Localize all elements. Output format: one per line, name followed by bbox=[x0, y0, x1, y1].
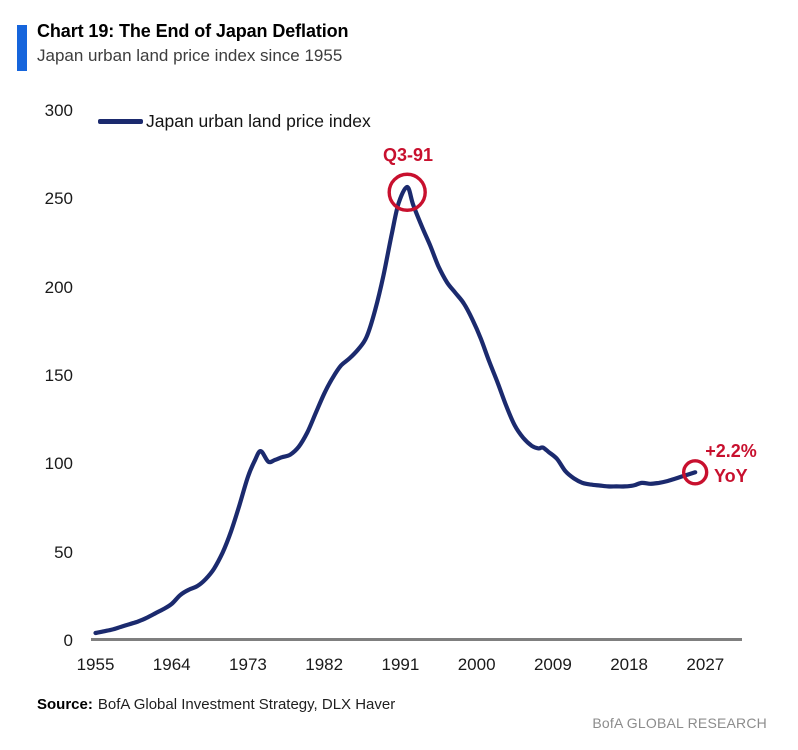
page-title: Chart 19: The End of Japan Deflation bbox=[37, 21, 349, 41]
page-subtitle: Japan urban land price index since 1955 bbox=[37, 46, 343, 65]
price-index-line bbox=[93, 184, 698, 636]
x-tick-label: 1964 bbox=[152, 655, 191, 674]
legend-line-swatch bbox=[98, 119, 143, 124]
end-annotation-percent: +2.2% bbox=[705, 441, 757, 461]
accent-bar bbox=[17, 25, 27, 71]
y-tick-label: 200 bbox=[44, 277, 73, 297]
y-tick-label: 0 bbox=[63, 631, 73, 650]
legend-label: Japan urban land price index bbox=[146, 111, 371, 131]
end-circle-annotation bbox=[681, 459, 709, 486]
y-tick-label: 50 bbox=[54, 542, 73, 562]
source-line: Source: BofA Global Investment Strategy, … bbox=[37, 696, 395, 713]
x-tick-label: 2009 bbox=[533, 655, 572, 674]
legend: Japan urban land price index bbox=[98, 111, 371, 132]
brand-footer: BofA GLOBAL RESEARCH bbox=[592, 715, 767, 731]
peak-circle-annotation bbox=[387, 172, 427, 212]
x-tick-label: 1991 bbox=[381, 655, 420, 674]
x-tick-label: 2000 bbox=[457, 655, 496, 674]
x-tick-label: 1955 bbox=[76, 655, 115, 674]
y-tick-label: 250 bbox=[44, 189, 73, 209]
y-tick-label: 300 bbox=[44, 100, 73, 120]
x-tick-label: 1973 bbox=[229, 655, 267, 674]
x-tick-label: 1982 bbox=[305, 655, 344, 674]
y-tick-label: 100 bbox=[44, 454, 73, 474]
x-tick-label: 2018 bbox=[610, 655, 649, 674]
source-label: Source: bbox=[37, 696, 93, 713]
peak-annotation-label: Q3-91 bbox=[382, 145, 434, 165]
x-tick-label: 2027 bbox=[686, 655, 725, 674]
source-text: BofA Global Investment Strategy, DLX Hav… bbox=[97, 696, 396, 713]
end-annotation-yoy: YoY bbox=[714, 466, 748, 486]
y-tick-label: 150 bbox=[44, 365, 73, 385]
